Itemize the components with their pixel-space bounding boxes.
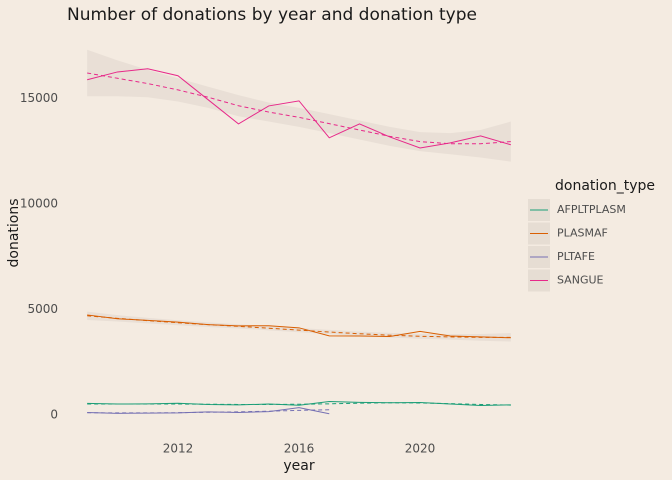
y-axis-title: donations bbox=[6, 198, 22, 267]
legend-title: donation_type bbox=[555, 178, 655, 194]
x-tick-label: 2016 bbox=[284, 442, 315, 456]
y-tick-label: 10000 bbox=[20, 196, 58, 210]
x-axis-title: year bbox=[283, 458, 314, 474]
legend-label: PLTAFE bbox=[557, 250, 595, 263]
series-line bbox=[87, 68, 511, 149]
series-line bbox=[87, 400, 511, 407]
legend-label: PLASMAF bbox=[557, 227, 608, 240]
x-tick-label: 2012 bbox=[163, 442, 194, 456]
legend-label: SANGUE bbox=[557, 274, 604, 287]
y-tick-label: 0 bbox=[50, 408, 58, 422]
trend-line bbox=[87, 72, 511, 145]
trend-line bbox=[87, 409, 330, 414]
series-line bbox=[87, 407, 330, 415]
series-line bbox=[87, 314, 511, 339]
x-tick-label: 2020 bbox=[405, 442, 436, 456]
confidence-band bbox=[87, 49, 511, 162]
chart-title: Number of donations by year and donation… bbox=[67, 5, 477, 25]
y-tick-label: 5000 bbox=[27, 302, 58, 316]
y-tick-label: 15000 bbox=[20, 91, 58, 105]
legend-label: AFPLTPLASM bbox=[557, 203, 626, 216]
